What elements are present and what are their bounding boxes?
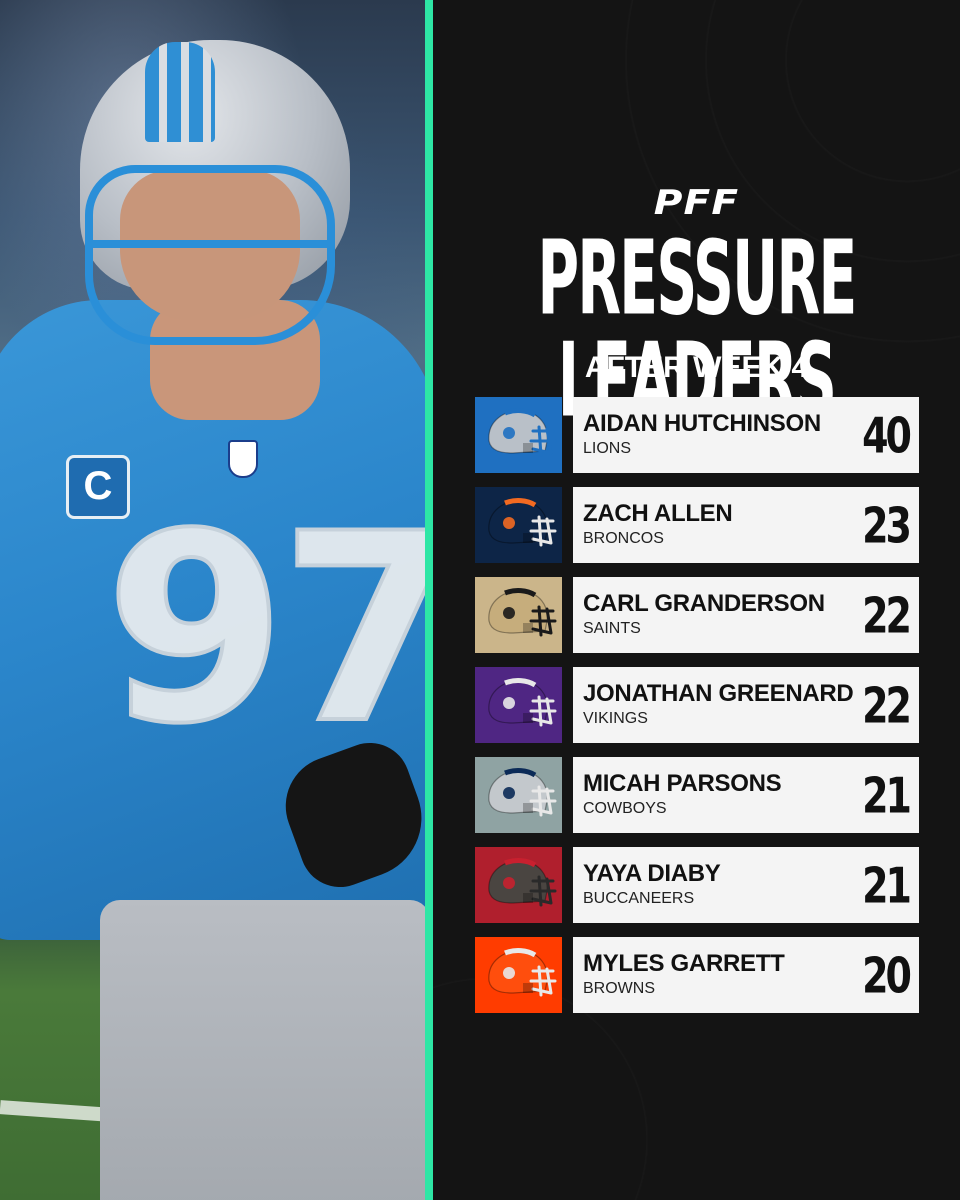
nfl-shield-icon xyxy=(228,440,258,478)
leader-card: AIDAN HUTCHINSON LIONS 40 xyxy=(573,397,919,473)
player-pants xyxy=(100,900,425,1200)
player-name: AIDAN HUTCHINSON xyxy=(583,410,821,437)
team-name: SAINTS xyxy=(583,620,641,637)
leader-row: YAYA DIABY BUCCANEERS 21 xyxy=(475,847,919,923)
team-name: COWBOYS xyxy=(583,800,667,817)
team-logo-box xyxy=(475,757,562,833)
browns-helmet-icon xyxy=(475,937,562,1013)
player-photo: C 97 xyxy=(0,0,425,1200)
pressure-count: 21 xyxy=(862,767,912,825)
pressure-count: 22 xyxy=(862,677,912,735)
team-logo-box xyxy=(475,667,562,743)
captain-patch: C xyxy=(66,455,130,519)
leader-card: MICAH PARSONS COWBOYS 21 xyxy=(573,757,919,833)
pressure-count: 40 xyxy=(862,407,912,465)
helmet-stripe xyxy=(145,42,215,142)
leader-card: ZACH ALLEN BRONCOS 23 xyxy=(573,487,919,563)
player-name: CARL GRANDERSON xyxy=(583,590,825,617)
leaders-panel: PFF PRESSURE LEADERS AFTER WEEK 4 AIDAN … xyxy=(433,0,960,1200)
team-logo-box xyxy=(475,937,562,1013)
leaders-list: AIDAN HUTCHINSON LIONS 40 ZACH ALLEN BRO… xyxy=(475,397,919,1027)
accent-divider xyxy=(425,0,433,1200)
leader-card: JONATHAN GREENARD VIKINGS 22 xyxy=(573,667,919,743)
cowboys-helmet-icon xyxy=(475,757,562,833)
lions-helmet-icon xyxy=(475,397,562,473)
vikings-helmet-icon xyxy=(475,667,562,743)
pressure-count: 23 xyxy=(862,497,912,555)
facemask xyxy=(85,165,335,345)
player-name: MICAH PARSONS xyxy=(583,770,782,797)
pff-logo: PFF xyxy=(653,183,740,223)
facemask-bar xyxy=(90,240,335,248)
saints-helmet-icon xyxy=(475,577,562,653)
team-name: VIKINGS xyxy=(583,710,648,727)
leader-card: YAYA DIABY BUCCANEERS 21 xyxy=(573,847,919,923)
pressure-count: 20 xyxy=(862,947,912,1005)
team-name: BUCCANEERS xyxy=(583,890,695,907)
team-logo-box xyxy=(475,487,562,563)
team-name: LIONS xyxy=(583,440,632,457)
jersey-number: 97 xyxy=(103,479,425,781)
player-name: JONATHAN GREENARD xyxy=(583,680,854,707)
leader-row: ZACH ALLEN BRONCOS 23 xyxy=(475,487,919,563)
leader-card: CARL GRANDERSON SAINTS 22 xyxy=(573,577,919,653)
team-logo-box xyxy=(475,847,562,923)
pressure-count: 21 xyxy=(862,857,912,915)
pressure-count: 22 xyxy=(862,587,912,645)
team-name: BRONCOS xyxy=(583,530,664,547)
leader-row: MICAH PARSONS COWBOYS 21 xyxy=(475,757,919,833)
broncos-helmet-icon xyxy=(475,487,562,563)
team-logo-box xyxy=(475,577,562,653)
page-subtitle: AFTER WEEK 4 xyxy=(584,351,809,384)
player-name: ZACH ALLEN xyxy=(583,500,733,527)
leader-row: JONATHAN GREENARD VIKINGS 22 xyxy=(475,667,919,743)
buccaneers-helmet-icon xyxy=(475,847,562,923)
leader-row: MYLES GARRETT BROWNS 20 xyxy=(475,937,919,1013)
leader-row: CARL GRANDERSON SAINTS 22 xyxy=(475,577,919,653)
team-logo-box xyxy=(475,397,562,473)
leader-row: AIDAN HUTCHINSON LIONS 40 xyxy=(475,397,919,473)
leader-card: MYLES GARRETT BROWNS 20 xyxy=(573,937,919,1013)
player-name: YAYA DIABY xyxy=(583,860,721,887)
team-name: BROWNS xyxy=(583,980,655,997)
player-name: MYLES GARRETT xyxy=(583,950,785,977)
